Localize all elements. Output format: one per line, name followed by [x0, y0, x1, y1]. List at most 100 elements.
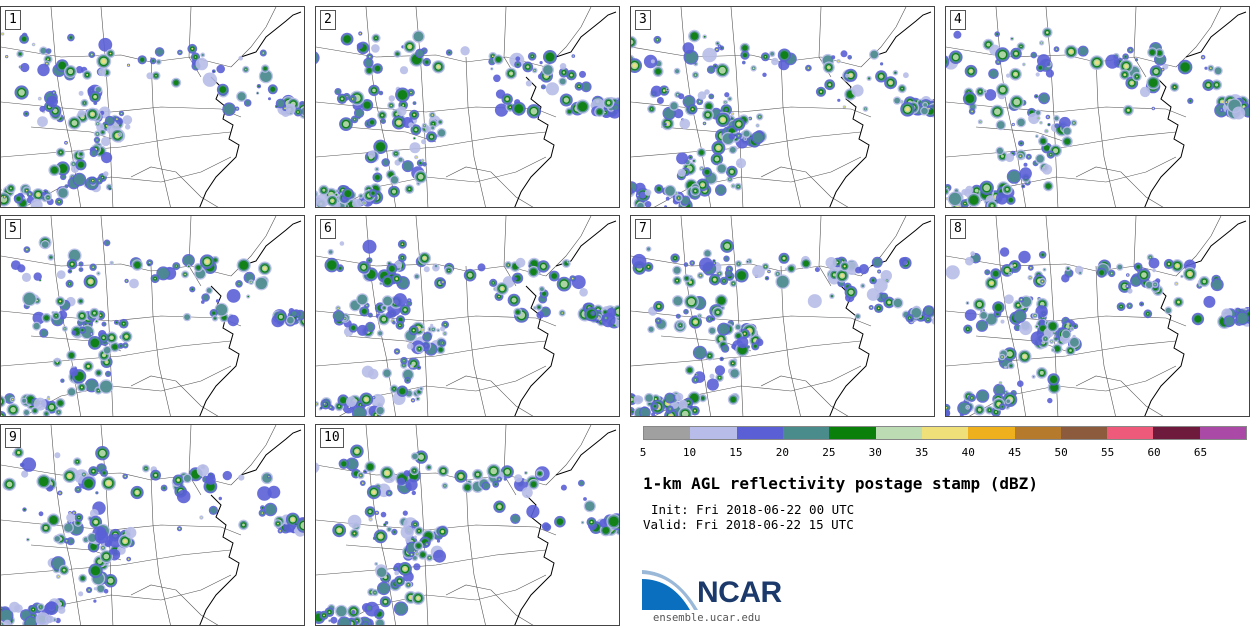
reflectivity-cell — [737, 263, 740, 265]
reflectivity-cell — [1017, 380, 1024, 387]
reflectivity-cell — [911, 308, 922, 318]
reflectivity-cell — [1006, 399, 1010, 403]
reflectivity-cell — [303, 111, 304, 112]
reflectivity-cell — [1015, 325, 1020, 330]
reflectivity-cell — [173, 80, 179, 86]
reflectivity-cell — [95, 87, 102, 93]
reflectivity-cell — [717, 296, 726, 305]
reflectivity-cell — [999, 86, 1006, 93]
reflectivity-cell — [69, 367, 79, 377]
reflectivity-cell — [1035, 95, 1037, 98]
reflectivity-cell — [807, 67, 810, 69]
state-border — [1175, 7, 1222, 68]
reflectivity-cell — [98, 68, 107, 77]
reflectivity-cell — [737, 185, 739, 188]
reflectivity-cell — [421, 139, 427, 145]
reflectivity-cell — [880, 270, 892, 282]
reflectivity-cell — [700, 167, 703, 170]
reflectivity-cell — [68, 249, 81, 262]
reflectivity-cell — [677, 197, 680, 199]
reflectivity-cell — [33, 272, 42, 281]
reflectivity-cell — [1165, 307, 1172, 314]
reflectivity-cell — [673, 266, 681, 274]
reflectivity-cell — [964, 202, 966, 205]
reflectivity-cell — [304, 111, 305, 113]
reflectivity-cell — [440, 326, 446, 332]
reflectivity-cell — [106, 117, 114, 125]
reflectivity-cell — [359, 32, 362, 35]
reflectivity-cell — [999, 51, 1006, 59]
reflectivity-cell — [378, 331, 383, 336]
reflectivity-map — [316, 7, 619, 207]
reflectivity-cell — [263, 66, 267, 71]
reflectivity-cell — [39, 97, 41, 100]
reflectivity-cell — [685, 263, 687, 266]
reflectivity-cell — [984, 89, 997, 101]
reflectivity-cell — [655, 398, 657, 400]
reflectivity-cell — [1225, 101, 1228, 103]
reflectivity-cell — [674, 257, 676, 259]
reflectivity-cell — [990, 281, 993, 285]
state-border — [345, 126, 437, 143]
reflectivity-cell — [346, 205, 348, 207]
reflectivity-cell — [439, 121, 441, 123]
reflectivity-cell — [714, 156, 720, 162]
reflectivity-map — [946, 7, 1249, 207]
state-border — [445, 166, 534, 207]
reflectivity-cell — [81, 329, 84, 332]
reflectivity-cell — [716, 48, 718, 51]
reflectivity-cell — [285, 103, 296, 114]
reflectivity-cell — [732, 185, 734, 187]
reflectivity-cell — [369, 56, 371, 58]
state-border — [818, 216, 832, 287]
reflectivity-cell — [205, 259, 210, 264]
reflectivity-cell — [530, 108, 538, 115]
reflectivity-cell — [175, 265, 178, 267]
state-border — [946, 131, 1177, 158]
reflectivity-cell — [346, 396, 357, 408]
reflectivity-cell — [500, 287, 504, 290]
reflectivity-cell — [1036, 135, 1038, 137]
reflectivity-cell — [582, 82, 591, 91]
reflectivity-cell — [723, 280, 725, 282]
reflectivity-cell — [665, 186, 675, 196]
reflectivity-cell — [21, 36, 27, 42]
reflectivity-cell — [408, 122, 414, 128]
reflectivity-cell — [1148, 257, 1160, 269]
reflectivity-cell — [724, 243, 730, 249]
reflectivity-cell — [676, 152, 689, 165]
reflectivity-cell — [96, 123, 99, 125]
reflectivity-cell — [1147, 313, 1149, 315]
reflectivity-cell — [215, 304, 228, 316]
reflectivity-cell — [894, 71, 897, 74]
reflectivity-cell — [704, 250, 711, 257]
reflectivity-cell — [814, 267, 820, 273]
reflectivity-cell — [878, 270, 880, 273]
reflectivity-cell — [53, 91, 55, 94]
reflectivity-cell — [448, 51, 450, 54]
reflectivity-cell — [493, 74, 501, 83]
reflectivity-cell — [432, 328, 435, 331]
reflectivity-cell — [752, 132, 764, 143]
reflectivity-cell — [270, 86, 276, 92]
reflectivity-cell — [373, 396, 375, 399]
reflectivity-cell — [894, 97, 900, 104]
reflectivity-cell — [515, 56, 521, 62]
reflectivity-cell — [367, 150, 376, 159]
member-number-label: 5 — [5, 219, 21, 239]
reflectivity-cell — [543, 65, 553, 75]
reflectivity-cell — [61, 175, 66, 179]
reflectivity-cell — [910, 319, 913, 321]
reflectivity-cell — [984, 90, 986, 93]
reflectivity-cell — [701, 183, 704, 187]
reflectivity-cell — [73, 174, 85, 185]
reflectivity-cell — [1028, 156, 1030, 158]
reflectivity-cell — [1047, 116, 1049, 118]
reflectivity-cell — [924, 306, 933, 315]
reflectivity-cell — [644, 201, 652, 207]
coastline — [870, 11, 932, 58]
reflectivity-cell — [870, 50, 879, 59]
reflectivity-cell — [1023, 162, 1028, 167]
reflectivity-cell — [227, 314, 239, 327]
reflectivity-cell — [120, 345, 122, 347]
